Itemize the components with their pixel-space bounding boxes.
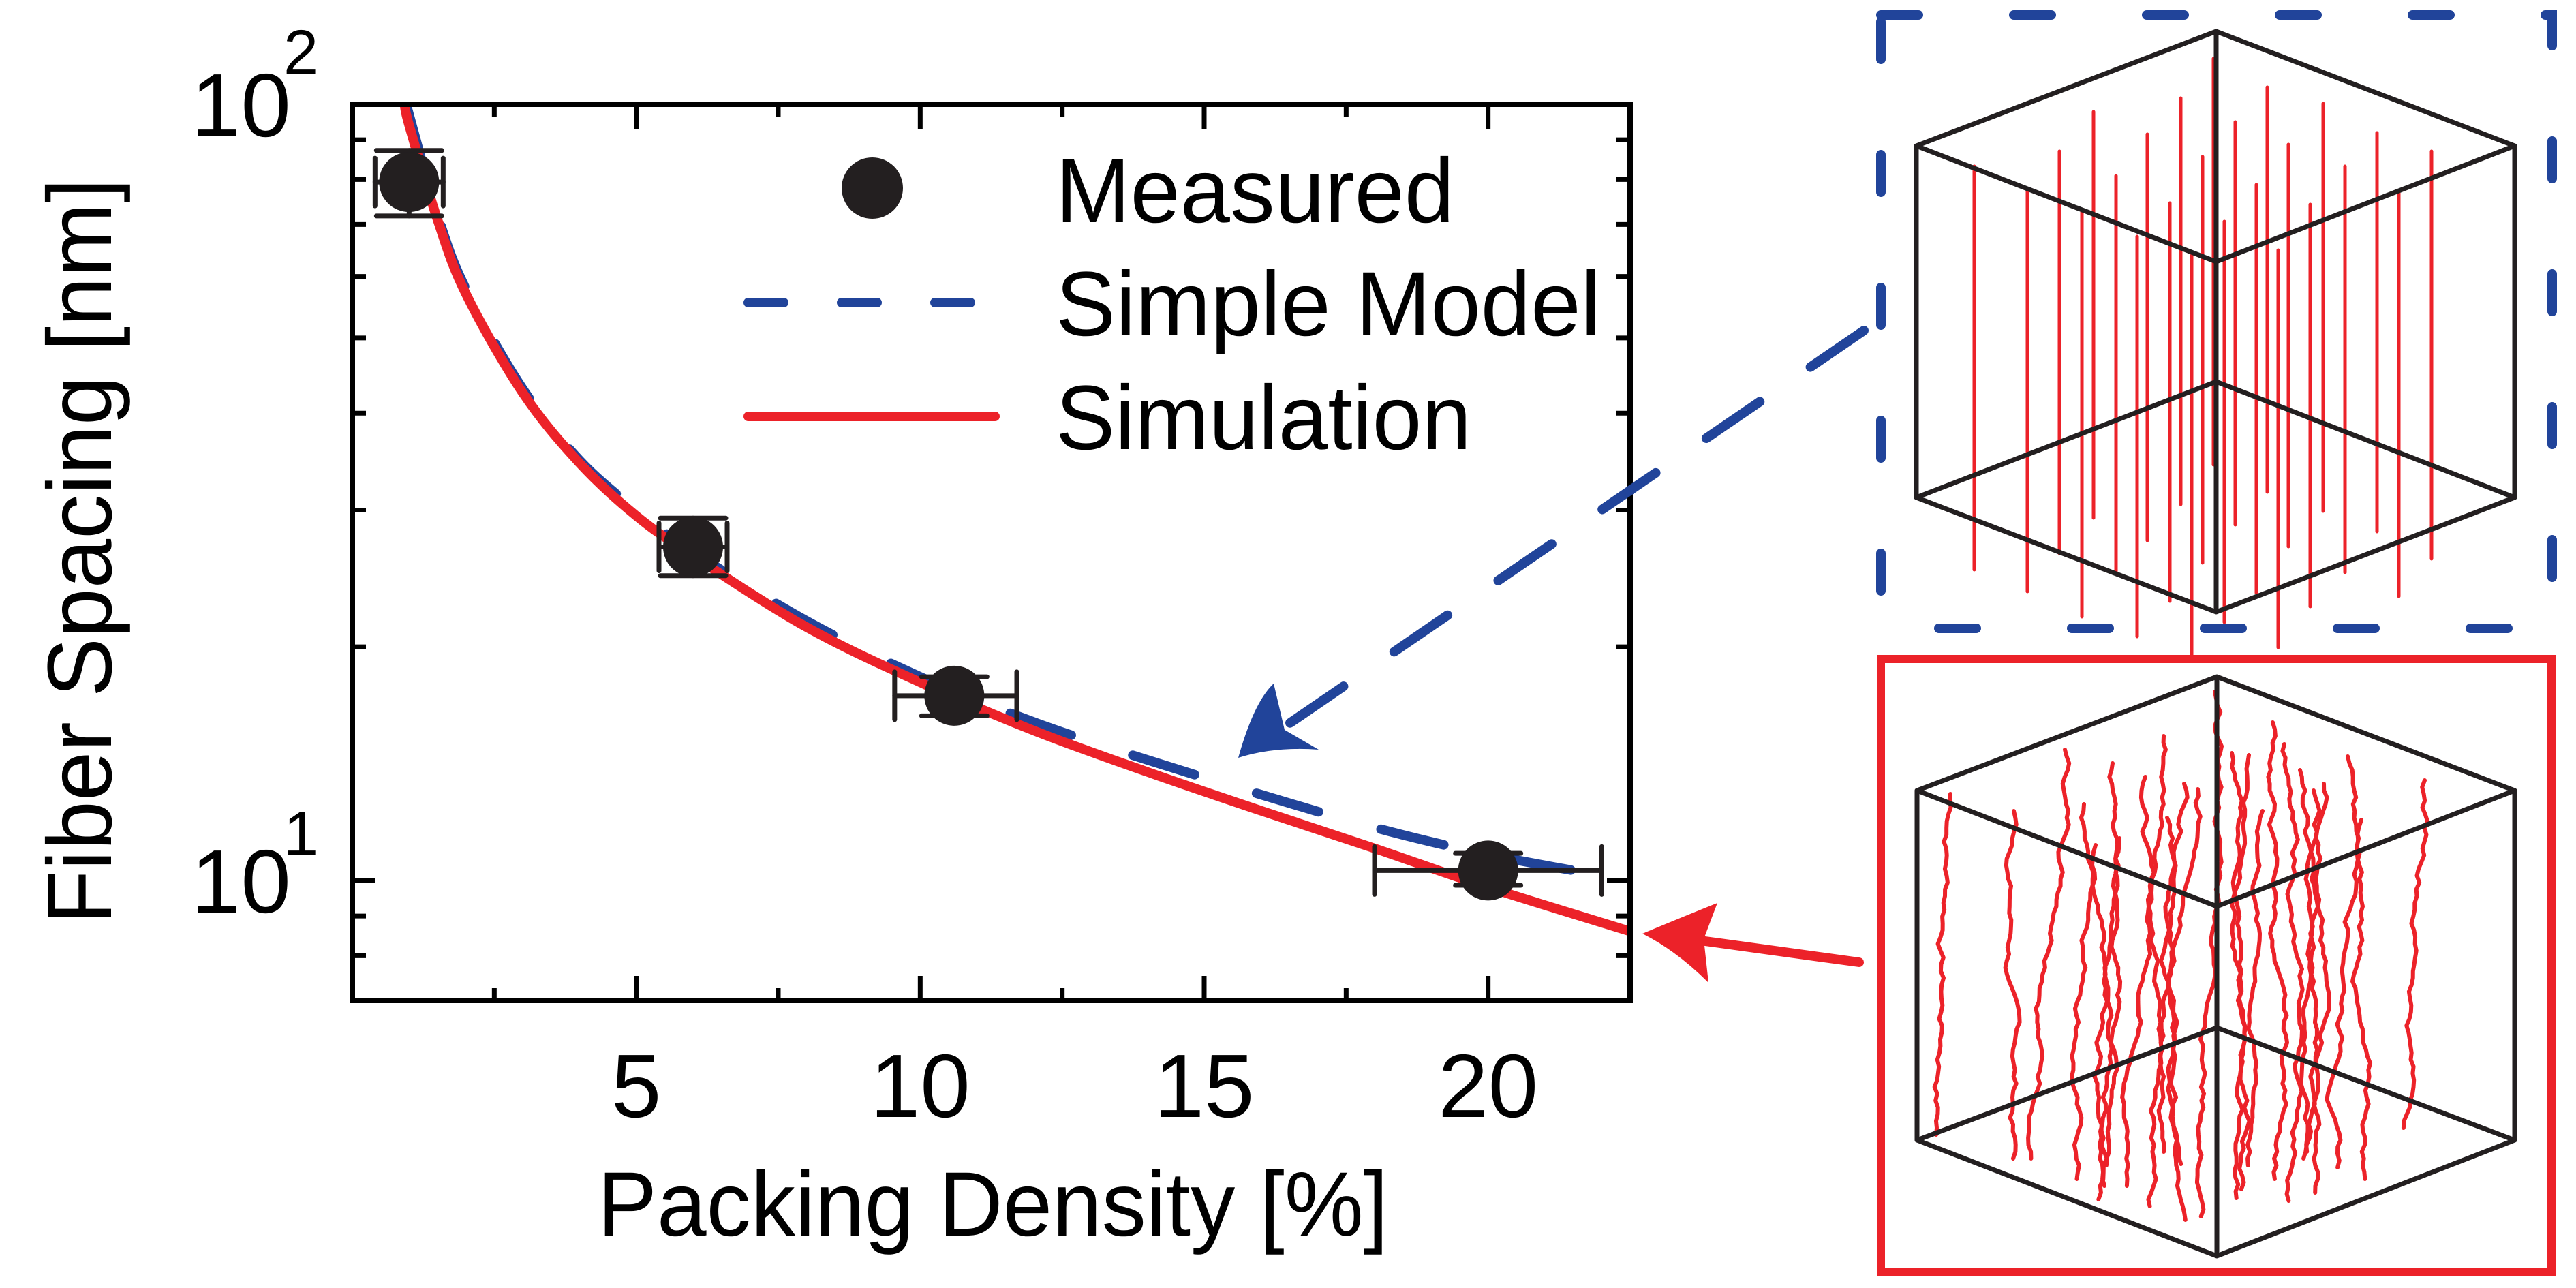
measured-marker	[1458, 840, 1518, 901]
wavy-fiber	[2299, 788, 2323, 1154]
legend-label-simple-model: Simple Model	[1056, 254, 1601, 355]
wavy-fiber	[2026, 748, 2072, 1161]
x-tick-label: 5	[611, 1036, 661, 1136]
wavy-fiber	[2266, 720, 2289, 1181]
wavy-fiber	[2309, 782, 2331, 1195]
wavy-fiber	[2070, 843, 2098, 1181]
measured-layer	[372, 148, 1604, 901]
legend-marker-measured	[842, 157, 903, 219]
simulation-inset	[1877, 655, 2556, 1276]
measured-marker	[379, 152, 440, 213]
wavy-fiber	[2120, 775, 2156, 1188]
x-axis-title: Packing Density [%]	[598, 1154, 1388, 1255]
wavy-fiber	[2166, 787, 2203, 1166]
wavy-fiber	[2092, 836, 2121, 1167]
legend-item-measured: Measured	[842, 140, 1454, 242]
measured-point	[372, 148, 446, 219]
simulation-arrow-shaft	[1685, 934, 1864, 967]
x-tick-label: 10	[870, 1036, 970, 1136]
x-tick-label: 20	[1438, 1036, 1538, 1136]
x-tick-label: 15	[1154, 1036, 1255, 1136]
x-tick-labels: 5 10 15 20	[611, 1036, 1538, 1136]
wavy-fiber	[2003, 809, 2022, 1161]
wavy-fiber	[2146, 734, 2168, 1208]
measured-marker	[663, 517, 723, 577]
wavy-fiber	[2156, 816, 2178, 1154]
simple-model-cube	[1914, 29, 2517, 615]
wavy-fiber	[2245, 809, 2265, 1167]
simulation-arrowhead	[1642, 903, 1717, 983]
measured-point	[656, 515, 730, 579]
simulation-inset-frame	[1877, 655, 2556, 1276]
y-tick-label-base: 10	[191, 831, 291, 932]
wavy-fiber	[1932, 792, 1953, 1137]
wavy-fiber	[2401, 778, 2429, 1130]
wavy-fiber	[2230, 753, 2251, 1200]
simple-model-arrowhead	[1238, 684, 1319, 758]
y-tick-label-base: 10	[191, 55, 291, 155]
y-axis-title: Fiber Spacing [nm]	[29, 179, 131, 925]
cube-back-edges	[1915, 31, 2516, 500]
wavy-fiber	[2280, 742, 2305, 1203]
wavy-fibers	[1932, 690, 2429, 1222]
y-tick-label-100: 10 2	[191, 18, 318, 155]
measured-point	[892, 665, 1019, 726]
axes-frame	[350, 102, 1633, 1003]
y-tick-label-exponent: 1	[283, 799, 318, 869]
curve-layer	[399, 104, 1630, 936]
simple-model-arrow	[1238, 326, 1869, 758]
wavy-fiber	[2325, 818, 2363, 1169]
simple-model-inset-frame	[1876, 10, 2557, 633]
legend: Measured Simple Model Simulation	[743, 140, 1601, 469]
y-tick-label-10: 10 1	[191, 799, 318, 932]
wavy-fiber	[2096, 761, 2123, 1201]
y-tick-label-exponent: 2	[283, 18, 318, 87]
tick-layer	[352, 104, 1630, 1000]
simulation-arrow	[1642, 903, 1864, 983]
legend-label-simulation: Simulation	[1056, 367, 1471, 469]
cube-back-edges	[1916, 677, 2516, 1143]
legend-label-measured: Measured	[1056, 140, 1454, 242]
simulation-cube	[1914, 674, 2517, 1259]
measured-marker	[924, 665, 985, 726]
legend-item-simulation: Simulation	[743, 367, 1471, 469]
legend-item-simple-model: Simple Model	[743, 254, 1601, 355]
simulation-curve	[399, 104, 1630, 936]
wavy-fiber	[2346, 754, 2373, 1181]
simple-model-inset	[1876, 10, 2557, 662]
measured-point	[1372, 840, 1604, 901]
